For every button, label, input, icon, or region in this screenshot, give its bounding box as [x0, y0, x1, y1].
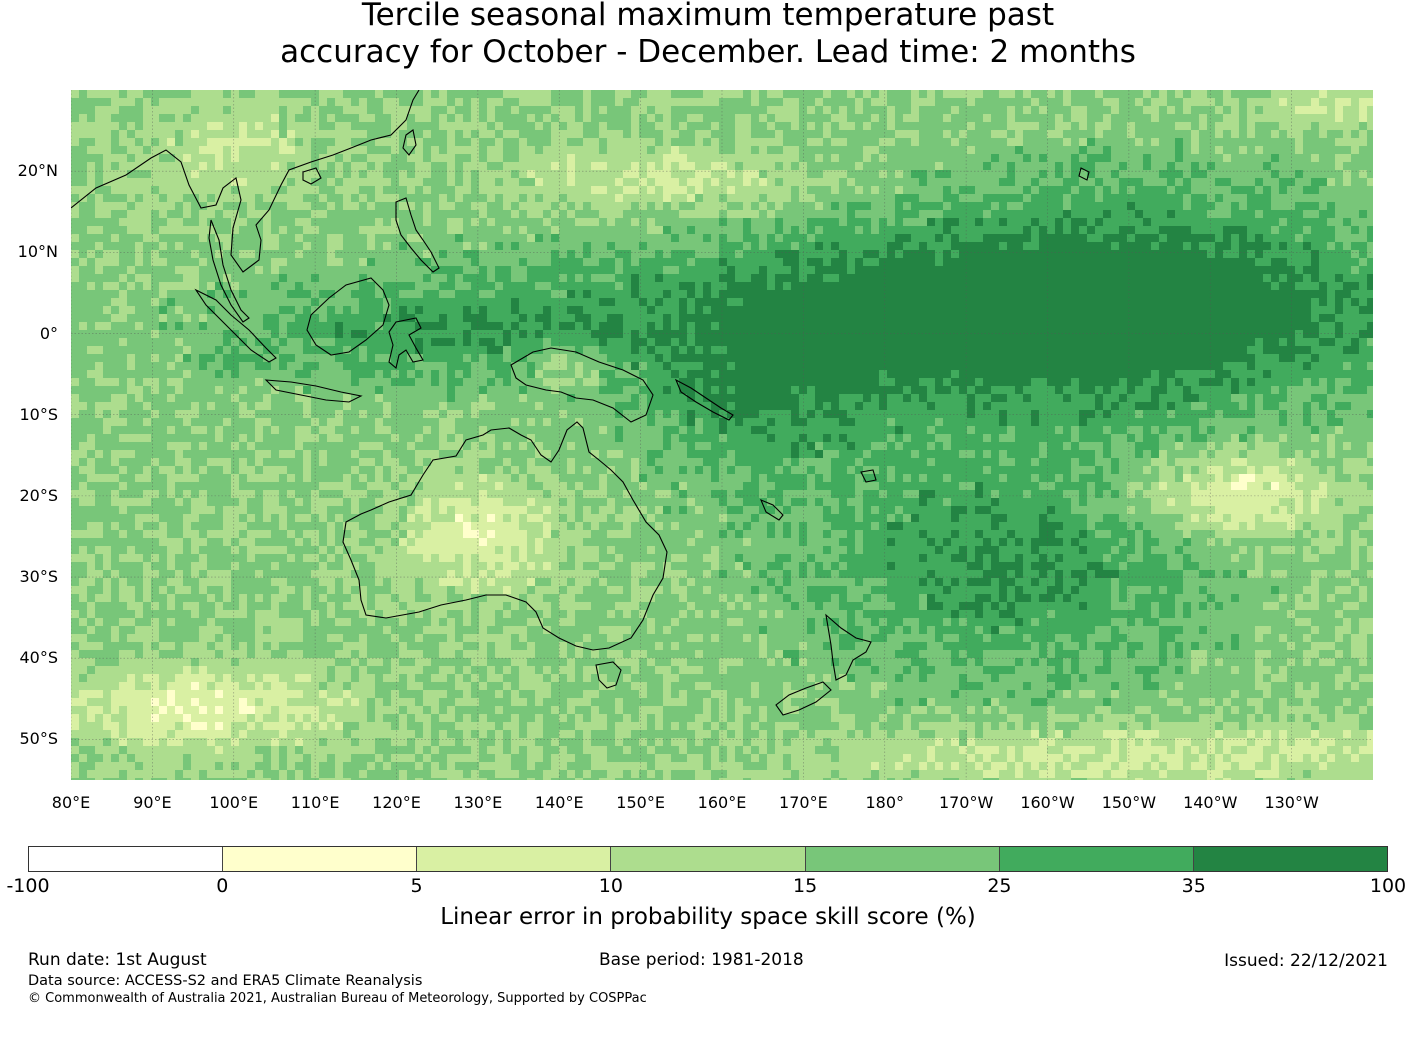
coastline-new-guinea: [510, 347, 654, 423]
latitude-label: 20°N: [17, 161, 58, 181]
map-title-line-1: Tercile seasonal maximum temperature pas…: [361, 0, 1055, 33]
data-source: Data source: ACCESS-S2 and ERA5 Climate …: [28, 973, 423, 989]
coastline-java: [264, 379, 363, 403]
map-canvas: [71, 90, 1373, 780]
coastline-australia: [342, 421, 668, 651]
coastline-borneo: [306, 277, 390, 356]
colorbar-tick-label: 0: [216, 875, 229, 897]
longitude-label: 160°W: [1020, 793, 1075, 812]
latitude-label: 40°S: [19, 648, 58, 668]
colorbar-tick-label: 100: [1369, 875, 1407, 897]
longitude-label: 140°E: [534, 793, 584, 812]
run-date: Run date: 1st August: [28, 950, 207, 970]
skill-score-field: [71, 90, 1373, 780]
coastline-hainan: [302, 167, 322, 185]
longitude-label: 130°W: [1264, 793, 1319, 812]
coastline-new-zealand-north: [825, 613, 872, 681]
longitude-label: 170°W: [938, 793, 994, 812]
graticule: [71, 90, 1373, 780]
longitude-label: 170°E: [779, 793, 828, 812]
colorbar-segment: [611, 847, 806, 871]
coastline-new-zealand-south: [775, 681, 832, 716]
coastline-new-caledonia: [759, 498, 784, 521]
base-period: Base period: 1981-2018: [599, 950, 804, 970]
colorbar-tick-label: -100: [6, 875, 50, 897]
colorbar-tick-label: 15: [793, 875, 818, 897]
coastline-hawaii: [1078, 167, 1090, 181]
latitude-label: 30°S: [19, 567, 58, 587]
latitude-label: 10°S: [19, 404, 58, 424]
longitude-label: 150°E: [616, 793, 665, 812]
latitude-label: 10°N: [17, 242, 58, 262]
longitude-label: 100°E: [209, 793, 259, 812]
longitude-label: 80°E: [51, 793, 91, 812]
colorbar: [28, 846, 1388, 872]
longitude-label: 130°E: [453, 793, 503, 812]
copyright-notice: © Commonwealth of Australia 2021, Austra…: [28, 991, 647, 1006]
colorbar-segment: [223, 847, 418, 871]
colorbar-tick-label: 10: [598, 875, 623, 897]
coastline-solomon-islands: [674, 378, 734, 421]
longitude-label: 90°E: [133, 793, 172, 812]
longitude-label: 180°: [865, 793, 905, 812]
longitude-label: 150°W: [1101, 793, 1157, 812]
colorbar-segment: [417, 847, 612, 871]
longitude-label: 160°E: [697, 793, 747, 812]
longitude-label: 110°E: [290, 793, 340, 812]
longitude-label: 140°W: [1183, 793, 1238, 812]
map-title-line-2: accuracy for October - December. Lead ti…: [280, 34, 1136, 70]
colorbar-tick-label: 25: [987, 875, 1012, 897]
colorbar-segment: [29, 847, 224, 871]
coastline-mainland-asia: [71, 90, 420, 273]
longitude-label: 120°E: [372, 793, 421, 812]
coastline-sumatra: [194, 288, 277, 363]
latitude-label: 50°S: [19, 729, 58, 749]
coastline-fiji: [860, 469, 877, 483]
colorbar-segment: [999, 847, 1194, 871]
skill-score-map: [71, 90, 1373, 780]
colorbar-segment: [805, 847, 1000, 871]
colorbar-segment: [1193, 847, 1387, 871]
coastline-philippines: [395, 197, 440, 273]
colorbar-tick-label: 5: [410, 875, 423, 897]
issued-date: Issued: 22/12/2021: [1224, 951, 1388, 971]
coastlines: [71, 90, 1090, 716]
coastline-taiwan: [402, 129, 417, 156]
coastline-tasmania: [595, 661, 622, 689]
coastline-malay-peninsula: [208, 219, 250, 323]
latitude-label: 20°S: [19, 485, 58, 505]
coastline-sulawesi: [388, 317, 424, 370]
colorbar-tick-label: 35: [1181, 875, 1206, 897]
latitude-label: 0°: [39, 323, 58, 343]
colorbar-label: Linear error in probability space skill …: [440, 904, 976, 930]
